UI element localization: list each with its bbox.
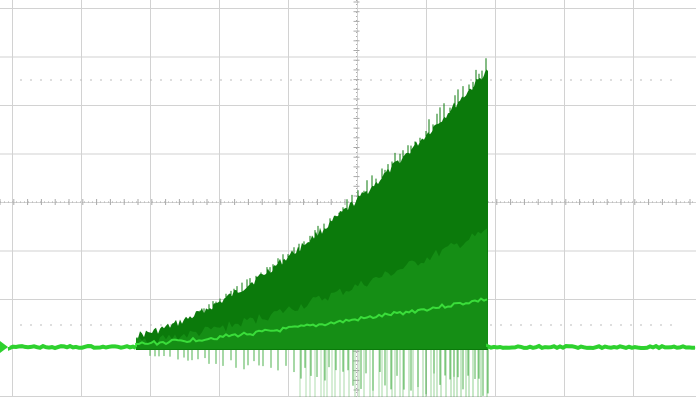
waveform-bright-band [135, 297, 488, 347]
ground-level-marker-icon [0, 341, 8, 353]
waveform-mid-band [136, 228, 488, 349]
positive-spikes [199, 58, 487, 323]
baseline-right [486, 343, 696, 351]
baseline-left [8, 343, 137, 351]
